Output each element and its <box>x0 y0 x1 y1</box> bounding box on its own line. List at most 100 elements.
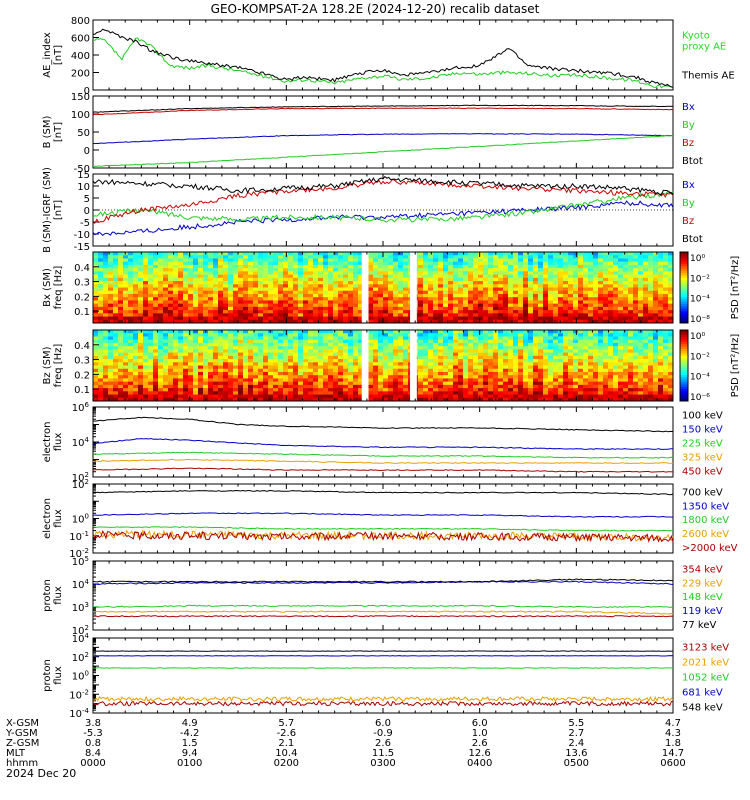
spectrogram-cell <box>428 277 434 282</box>
spectrogram-cell <box>548 388 554 392</box>
spectrogram-cell <box>278 397 284 402</box>
spectrogram-cell <box>178 368 184 373</box>
spectrogram-cell <box>383 310 389 314</box>
spectrogram-cell <box>448 365 454 370</box>
spectrogram-cell <box>213 342 219 347</box>
spectrogram-cell <box>268 339 274 344</box>
spectrogram-cell <box>228 313 234 317</box>
spectrogram-cell <box>93 352 99 357</box>
spectrogram-cell <box>463 268 469 272</box>
spectrogram-cell <box>483 388 489 392</box>
spectrogram-cell <box>518 333 524 337</box>
spectrogram-cell <box>183 300 189 305</box>
spectrogram-cell <box>513 277 519 282</box>
spectrogram-cell <box>163 397 169 402</box>
spectrogram-cell <box>283 368 289 373</box>
spectrogram-cell <box>253 346 259 350</box>
spectrogram-cell <box>133 293 139 298</box>
spectrogram-cell <box>418 339 424 344</box>
spectrogram-cell <box>573 297 579 301</box>
spectrogram-cell <box>473 359 479 363</box>
spectrogram-cell <box>598 281 604 285</box>
spectrogram-cell <box>248 306 254 311</box>
spectrogram-cell <box>648 310 654 314</box>
spectrogram-cell <box>493 388 499 392</box>
spectrogram-cell <box>573 258 579 263</box>
spectrogram-cell <box>353 397 359 402</box>
spectrogram-cell <box>653 268 659 272</box>
spectrogram-cell <box>258 316 264 321</box>
spectrogram-cell <box>533 274 539 279</box>
spectrogram-cell <box>373 342 379 347</box>
spectrogram-cell <box>108 300 114 305</box>
spectrogram-cell <box>343 300 349 305</box>
spectrogram-cell <box>393 264 399 269</box>
spectrogram-cell <box>473 319 479 324</box>
spectrogram-cell <box>383 384 389 389</box>
spectrogram-cell <box>108 268 114 272</box>
spectrogram-cell <box>418 261 424 266</box>
spectrogram-cell <box>513 352 519 357</box>
spectrogram-cell <box>468 268 474 272</box>
spectrogram-cell <box>548 303 554 308</box>
spectrogram-cell <box>403 310 409 314</box>
spectrogram-cell <box>223 313 229 317</box>
spectrogram-cell <box>443 384 449 389</box>
spectrogram-cell <box>503 368 509 373</box>
spectrogram-cell <box>278 261 284 266</box>
spectrogram-cell <box>273 391 279 395</box>
spectrogram-cell <box>478 287 484 292</box>
spectrogram-cell <box>283 388 289 392</box>
spectrogram-cell <box>273 274 279 279</box>
spectrogram-cell <box>373 313 379 317</box>
spectrogram-cell <box>508 333 514 337</box>
spectrogram-cell <box>173 330 179 334</box>
spectrogram-cell <box>358 397 364 402</box>
spectrogram-cell <box>548 394 554 399</box>
spectrogram-cell <box>198 375 204 379</box>
spectrogram-cell <box>658 287 664 292</box>
spectrogram-cell <box>203 255 209 259</box>
spectrogram-cell <box>383 264 389 269</box>
spectrogram-cell <box>628 258 634 263</box>
spectrogram-cell <box>378 391 384 395</box>
spectrogram-cell <box>453 339 459 344</box>
spectrogram-cell <box>483 277 489 282</box>
spectrogram-cell <box>223 352 229 357</box>
spectrogram-cell <box>138 349 144 353</box>
spectrogram-cell <box>158 371 164 376</box>
spectrogram-cell <box>178 394 184 399</box>
spectrogram-cell <box>298 330 304 334</box>
spectrogram-cell <box>463 384 469 389</box>
spectrogram-cell <box>193 388 199 392</box>
spectrogram-cell <box>228 319 234 324</box>
spectrogram-cell <box>428 342 434 347</box>
spectrogram-cell <box>393 365 399 370</box>
spectrogram-cell <box>458 313 464 317</box>
spectrogram-cell <box>238 284 244 288</box>
spectrogram-cell <box>213 388 219 392</box>
spectrogram-cell <box>168 342 174 347</box>
spectrogram-cell <box>158 330 164 334</box>
spectrogram-cell <box>208 365 214 370</box>
spectrogram-cell <box>288 371 294 376</box>
spectrogram-cell <box>208 271 214 275</box>
spectrogram-cell <box>273 261 279 266</box>
spectrogram-cell <box>513 306 519 311</box>
spectrogram-cell <box>318 261 324 266</box>
spectrogram-cell <box>188 333 194 337</box>
spectrogram-cell <box>93 362 99 366</box>
spectrogram-cell <box>148 371 154 376</box>
spectrogram-cell <box>368 330 374 334</box>
spectrogram-cell <box>103 342 109 347</box>
spectrogram-cell <box>548 284 554 288</box>
spectrogram-cell <box>403 381 409 386</box>
spectrogram-cell <box>603 261 609 266</box>
spectrogram-cell <box>638 287 644 292</box>
spectrogram-cell <box>198 371 204 376</box>
spectrogram-cell <box>643 277 649 282</box>
spectrogram-cell <box>188 368 194 373</box>
spectrogram-cell <box>343 290 349 295</box>
spectrogram-cell <box>608 310 614 314</box>
spectrogram-cell <box>463 319 469 324</box>
